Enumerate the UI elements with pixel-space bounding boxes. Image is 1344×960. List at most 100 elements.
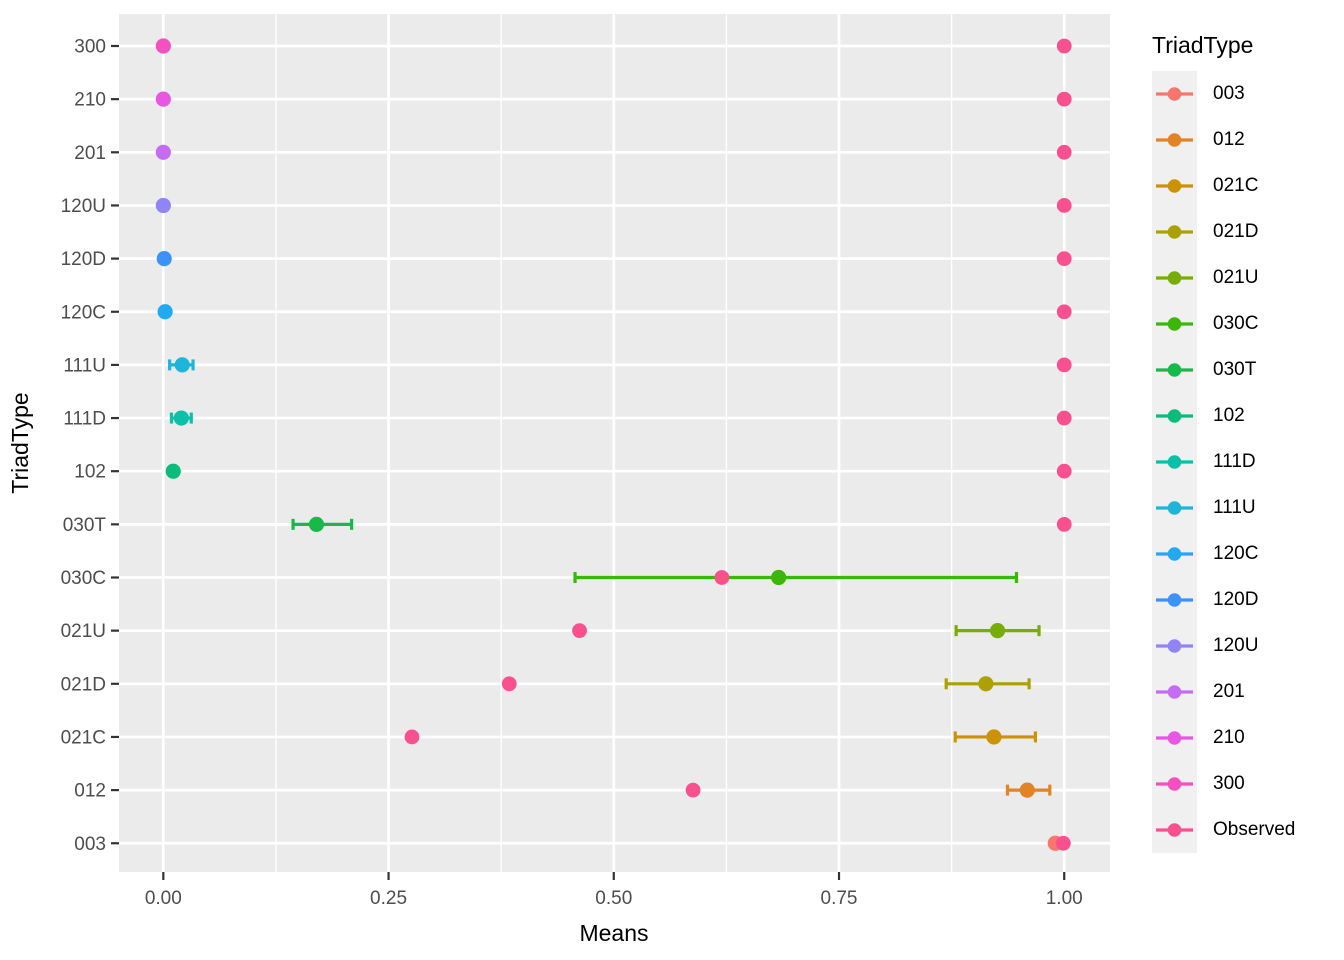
- legend-key-icon: [1152, 117, 1197, 163]
- legend-key-icon: [1152, 715, 1197, 761]
- point-mean-111U: [174, 357, 190, 373]
- legend-key-icon: [1152, 669, 1197, 715]
- point-observed-111U: [1056, 357, 1072, 373]
- legend-item-021C: 021C: [1152, 163, 1342, 209]
- y-tick-label: 120C: [61, 302, 106, 323]
- point-mean-030T: [308, 516, 325, 532]
- x-tick-label: 0.75: [821, 888, 858, 909]
- legend-key-dot: [1167, 409, 1182, 423]
- point-observed-102: [1056, 463, 1072, 479]
- point-observed-003: [1055, 835, 1071, 851]
- legend-key-icon: [1152, 439, 1197, 485]
- legend-key-dot: [1167, 363, 1182, 377]
- point-mean-300: [155, 38, 171, 54]
- legend-key-dot: [1167, 639, 1182, 653]
- x-tick-label: 0.00: [145, 888, 182, 909]
- point-observed-201: [1056, 144, 1072, 160]
- y-tick-label: 030C: [61, 568, 106, 589]
- point-observed-030C: [714, 570, 730, 585]
- legend-item-label: 102: [1213, 405, 1245, 426]
- x-tick-label: 0.25: [370, 888, 407, 909]
- point-mean-201: [155, 144, 171, 160]
- legend-key-icon: [1152, 255, 1197, 301]
- legend-item-111D: 111D: [1152, 439, 1342, 485]
- legend-key-dot: [1167, 455, 1182, 469]
- y-tick-label: 201: [74, 143, 106, 164]
- point-mean-111D: [173, 410, 189, 426]
- legend-key-dot: [1167, 501, 1182, 515]
- legend-item-label: 003: [1213, 83, 1245, 104]
- point-observed-021D: [501, 676, 517, 692]
- legend-key-dot: [1167, 225, 1182, 239]
- legend-key-dot: [1167, 133, 1182, 147]
- y-tick-label: 021D: [61, 674, 106, 695]
- legend-key-dot: [1167, 685, 1182, 699]
- legend-key-icon: [1152, 577, 1197, 623]
- y-tick-label: 021C: [61, 727, 106, 748]
- legend-key-dot: [1167, 547, 1182, 561]
- legend-key-icon: [1152, 393, 1197, 439]
- legend-items: 003 012 021C 021D 021U 030C 030T 102 111D 111U 120…: [1152, 71, 1342, 853]
- point-mean-102: [165, 463, 181, 479]
- legend-key-dot: [1167, 593, 1182, 607]
- legend-key-dot: [1167, 777, 1182, 791]
- y-tick-label: 300: [74, 37, 106, 58]
- x-axis-title: Means: [579, 920, 648, 946]
- point-mean-030C: [771, 569, 787, 586]
- legend-key-icon: [1152, 209, 1197, 255]
- legend-item-021D: 021D: [1152, 209, 1342, 255]
- y-tick-label: 210: [74, 90, 106, 111]
- legend-item-120C: 120C: [1152, 531, 1342, 577]
- legend-item-300: 300: [1152, 761, 1342, 807]
- y-tick-label: 120U: [61, 196, 106, 217]
- legend-item-Observed: Observed: [1152, 807, 1342, 853]
- legend-item-label: 012: [1213, 129, 1245, 150]
- errorbar-030C: [573, 572, 1019, 583]
- point-observed-021U: [572, 623, 587, 639]
- x-tick-label: 0.50: [595, 888, 632, 909]
- y-tick-label: 030T: [63, 515, 107, 536]
- point-observed-300: [1056, 38, 1072, 54]
- legend-key-dot: [1167, 87, 1182, 101]
- legend-key-icon: [1152, 301, 1197, 347]
- legend-item-label: 300: [1213, 773, 1245, 794]
- legend-item-label: 030C: [1213, 313, 1259, 334]
- point-mean-021D: [978, 676, 994, 692]
- point-observed-030T: [1056, 516, 1072, 532]
- legend-item-120D: 120D: [1152, 577, 1342, 623]
- legend-key-icon: [1152, 163, 1197, 209]
- point-observed-120C: [1056, 304, 1072, 320]
- legend-key-icon: [1152, 807, 1197, 853]
- legend-item-label: 021U: [1213, 267, 1259, 288]
- y-tick-label: 111D: [63, 409, 106, 430]
- point-mean-012: [1019, 782, 1035, 798]
- y-tick-label: 102: [74, 462, 106, 483]
- legend-item-111U: 111U: [1152, 485, 1342, 531]
- legend-key-dot: [1167, 271, 1182, 285]
- legend-item-030T: 030T: [1152, 347, 1342, 393]
- point-mean-021U: [989, 623, 1006, 639]
- y-tick-label: 021U: [61, 621, 106, 642]
- legend-key-icon: [1152, 623, 1197, 669]
- legend-key-icon: [1152, 71, 1197, 117]
- legend-key-dot: [1167, 317, 1182, 331]
- legend-item-label: 210: [1213, 727, 1245, 748]
- legend-item-030C: 030C: [1152, 301, 1342, 347]
- legend-title: TriadType: [1152, 32, 1254, 58]
- legend-item-120U: 120U: [1152, 623, 1342, 669]
- legend-item-label: 021C: [1213, 175, 1259, 196]
- point-mean-120D: [156, 251, 172, 267]
- legend-item-label: 111D: [1213, 451, 1256, 472]
- legend-key-icon: [1152, 485, 1197, 531]
- legend-item-201: 201: [1152, 669, 1342, 715]
- legend-item-label: Observed: [1213, 819, 1296, 840]
- point-mean-210: [155, 91, 171, 107]
- point-observed-012: [685, 782, 701, 798]
- legend-key-icon: [1152, 347, 1197, 393]
- point-observed-111D: [1056, 410, 1072, 426]
- legend-key-icon: [1152, 531, 1197, 577]
- legend-key-dot: [1167, 179, 1182, 193]
- point-mean-120U: [155, 197, 171, 214]
